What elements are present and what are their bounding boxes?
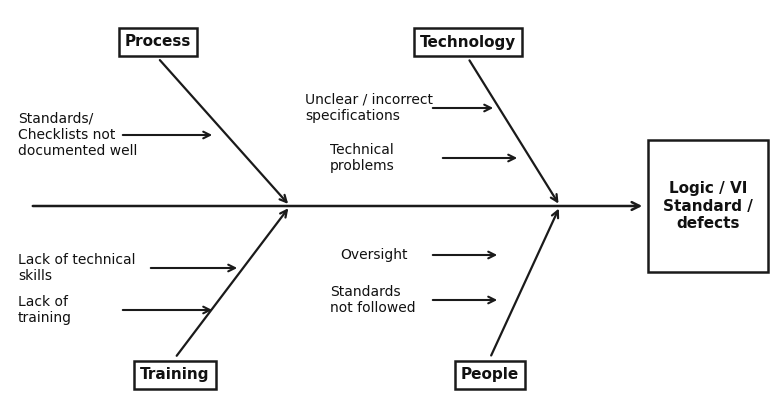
Text: Technical
problems: Technical problems [330, 143, 394, 173]
Text: Logic / VI
Standard /
defects: Logic / VI Standard / defects [663, 181, 753, 231]
Text: Unclear / incorrect
specifications: Unclear / incorrect specifications [305, 93, 433, 123]
Text: Process: Process [125, 35, 191, 50]
Text: People: People [461, 368, 519, 382]
Text: Lack of technical
skills: Lack of technical skills [18, 253, 135, 283]
Text: Standards/
Checklists not
documented well: Standards/ Checklists not documented wel… [18, 112, 137, 158]
Text: Standards
not followed: Standards not followed [330, 285, 415, 315]
Text: Lack of
training: Lack of training [18, 295, 72, 325]
Text: Oversight: Oversight [340, 248, 408, 262]
Text: Training: Training [141, 368, 210, 382]
Text: Technology: Technology [420, 35, 516, 50]
FancyBboxPatch shape [648, 140, 768, 272]
